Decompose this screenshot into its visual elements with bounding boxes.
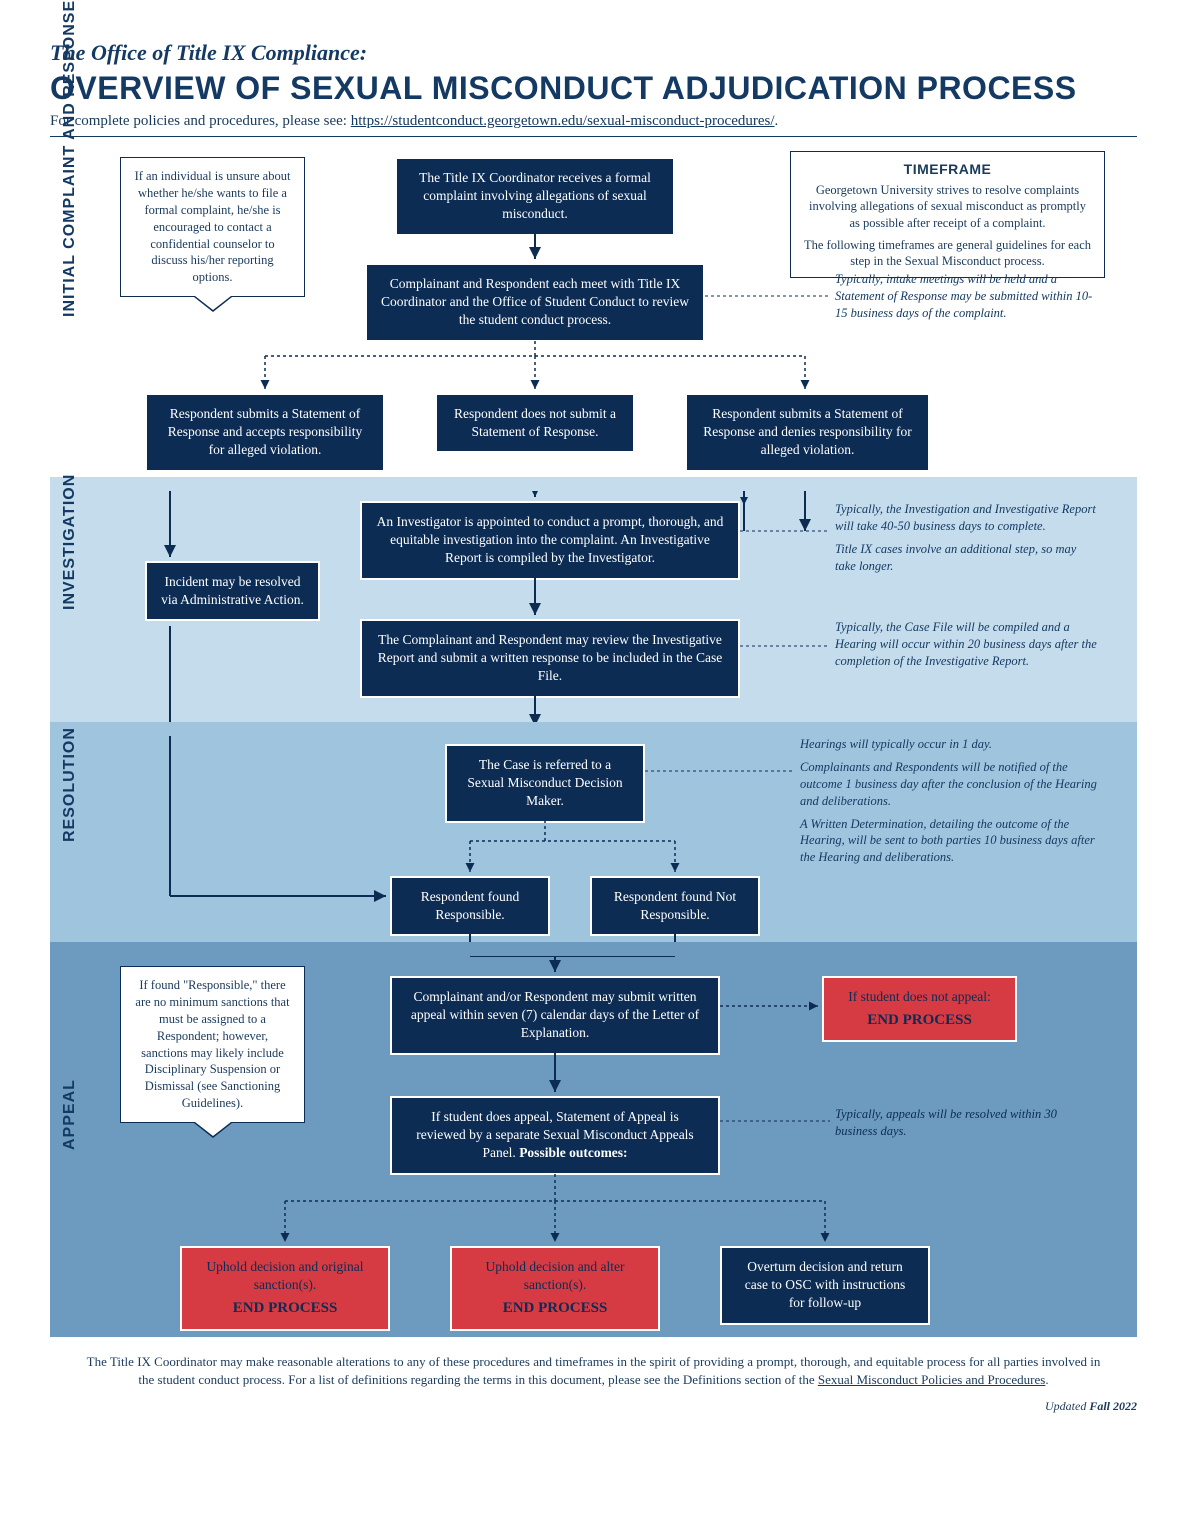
note-intake: Typically, intake meetings will be held … <box>835 271 1100 322</box>
box-found-responsible: Respondent found Responsible. <box>390 876 550 936</box>
updated-line: Updated Fall 2022 <box>50 1399 1137 1414</box>
stage-resolution: RESOLUTION The Case is referred to a Sex… <box>50 722 1137 942</box>
header-note-prefix: For complete policies and procedures, pl… <box>50 113 351 129</box>
box-admin-action: Incident may be resolved via Administrat… <box>145 561 320 621</box>
box-response-accept: Respondent submits a Statement of Respon… <box>145 393 385 472</box>
box-outcome-overturn: Overturn decision and return case to OSC… <box>720 1246 930 1325</box>
stages-container: INITIAL COMPLAINT AND RESPONSE If an ind… <box>50 137 1137 1337</box>
footer-link[interactable]: Sexual Misconduct Policies and Procedure… <box>818 1372 1045 1387</box>
footer-note: The Title IX Coordinator may make reason… <box>50 1353 1137 1389</box>
note-investigation-time: Typically, the Investigation and Investi… <box>835 501 1100 575</box>
timeframe-title: TIMEFRAME <box>803 160 1092 178</box>
stage-label-initial: INITIAL COMPLAINT AND RESPONSE <box>61 297 79 317</box>
stage-label-resolution: RESOLUTION <box>61 822 79 842</box>
box-receive-complaint: The Title IX Coordinator receives a form… <box>395 157 675 236</box>
box-submit-appeal: Complainant and/or Respondent may submit… <box>390 976 720 1055</box>
box-outcome-uphold-original: Uphold decision and original sanction(s)… <box>180 1246 390 1331</box>
callout-unsure: If an individual is unsure about whether… <box>120 157 305 297</box>
header-note: For complete policies and procedures, pl… <box>50 113 1137 137</box>
note-hearing-time: Hearings will typically occur in 1 day. … <box>800 736 1100 866</box>
header-subtitle: The Office of Title IX Compliance: <box>50 40 1137 66</box>
stage-initial: INITIAL COMPLAINT AND RESPONSE If an ind… <box>50 137 1137 477</box>
box-appeal-review: If student does appeal, Statement of App… <box>390 1096 720 1175</box>
timeframe-p1: Georgetown University strives to resolve… <box>803 182 1092 231</box>
box-review-report: The Complainant and Respondent may revie… <box>360 619 740 698</box>
timeframe-p2: The following timeframes are general gui… <box>803 237 1092 270</box>
note-appeal-time: Typically, appeals will be resolved with… <box>835 1106 1100 1140</box>
timeframe-box: TIMEFRAME Georgetown University strives … <box>790 151 1105 278</box>
callout-sanctions: If found "Responsible," there are no min… <box>120 966 305 1123</box>
note-casefile-time: Typically, the Case File will be compile… <box>835 619 1100 670</box>
stage-label-investigation: INVESTIGATION <box>61 590 79 610</box>
box-no-appeal-end: If student does not appeal: END PROCESS <box>822 976 1017 1042</box>
header-title: OVERVIEW OF SEXUAL MISCONDUCT ADJUDICATI… <box>50 70 1137 107</box>
box-response-none: Respondent does not submit a Statement o… <box>435 393 635 453</box>
box-found-not-responsible: Respondent found Not Responsible. <box>590 876 760 936</box>
header-note-link[interactable]: https://studentconduct.georgetown.edu/se… <box>351 113 775 129</box>
stage-label-appeal: APPEAL <box>61 1130 79 1150</box>
box-response-deny: Respondent submits a Statement of Respon… <box>685 393 930 472</box>
box-decision-maker: The Case is referred to a Sexual Miscond… <box>445 744 645 823</box>
stage-investigation: INVESTIGATION Incident may be resolved v… <box>50 477 1137 722</box>
stage-appeal: APPEAL If found "Responsible," there are… <box>50 942 1137 1337</box>
box-investigator: An Investigator is appointed to conduct … <box>360 501 740 580</box>
box-meet-coordinator: Complainant and Respondent each meet wit… <box>365 263 705 342</box>
box-outcome-uphold-alter: Uphold decision and alter sanction(s). E… <box>450 1246 660 1331</box>
